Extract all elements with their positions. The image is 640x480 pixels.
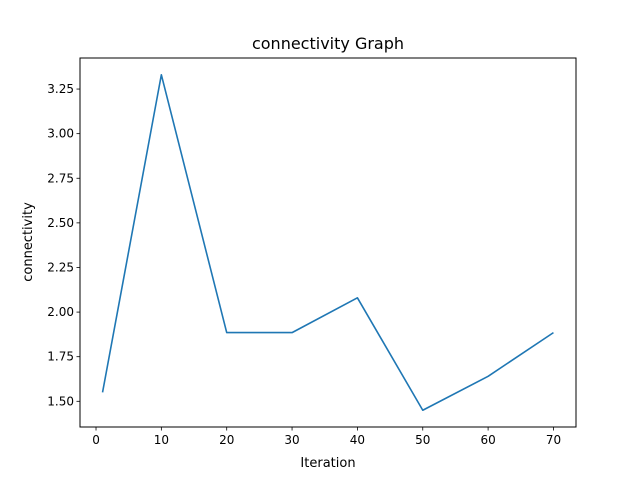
y-axis-ticks: 1.50 1.75 2.00 2.25 2.50 2.75 3.00 3.25: [47, 82, 80, 408]
x-tick-label: 20: [219, 433, 234, 447]
x-tick-label: 70: [546, 433, 561, 447]
y-tick-label: 1.50: [47, 394, 74, 408]
y-tick-label: 2.00: [47, 305, 74, 319]
x-tick-label: 30: [284, 433, 299, 447]
x-tick-label: 40: [350, 433, 365, 447]
x-tick-label: 10: [154, 433, 169, 447]
series-layer: [103, 75, 554, 410]
chart-title: connectivity Graph: [252, 34, 404, 53]
y-tick-label: 3.00: [47, 127, 74, 141]
series-line-connectivity: [103, 75, 554, 410]
y-tick-label: 3.25: [47, 82, 74, 96]
x-axis-ticks: 0 10 20 30 40 50 60 70: [92, 427, 561, 447]
y-tick-label: 2.25: [47, 260, 74, 274]
y-axis-label: connectivity: [21, 202, 36, 282]
x-tick-label: 50: [415, 433, 430, 447]
x-axis-label: Iteration: [300, 456, 355, 471]
x-tick-label: 60: [480, 433, 495, 447]
y-tick-label: 2.75: [47, 171, 74, 185]
y-tick-label: 2.50: [47, 216, 74, 230]
y-tick-label: 1.75: [47, 350, 74, 364]
x-tick-label: 0: [92, 433, 100, 447]
